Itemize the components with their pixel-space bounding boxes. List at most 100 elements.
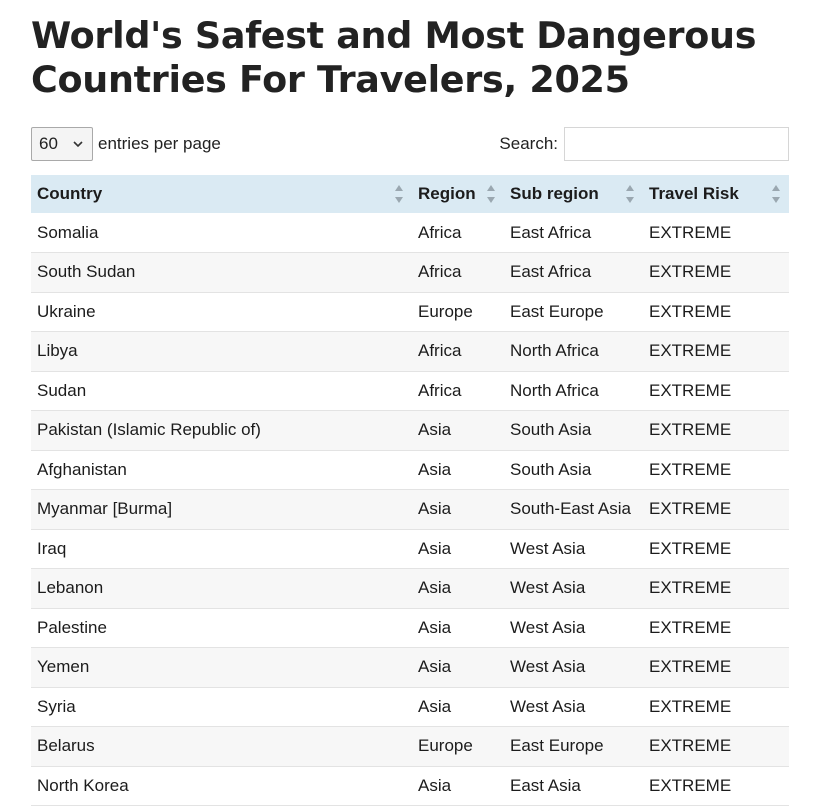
sub-region-cell: West Asia [510,696,586,716]
column-header-sub-region[interactable]: Sub region [504,175,643,213]
entries-per-page-label: entries per page [98,134,221,153]
travel-risk-cell: EXTREME [649,696,732,716]
table-row: Lebanon Asia West Asia EXTREME [31,568,789,608]
region-cell: Asia [418,617,452,637]
sub-region-cell: West Asia [510,657,586,677]
travel-risk-cell: EXTREME [649,657,732,677]
region-cell: Africa [418,262,462,282]
entries-per-page-value: 60 [39,134,58,153]
sub-region-cell: East Europe [510,301,604,321]
sub-region-cell: West Asia [510,617,586,637]
country-cell: North Korea [37,775,129,795]
country-cell: Ukraine [37,301,96,321]
travel-risk-cell: EXTREME [649,301,732,321]
travel-risk-cell: EXTREME [649,459,732,479]
country-cell: Pakistan (Islamic Republic of) [37,420,261,440]
table-row: Pakistan (Islamic Republic of) Asia South … [31,410,789,450]
column-header-region[interactable]: Region [412,175,504,213]
region-cell: Asia [418,459,452,479]
travel-risk-cell: EXTREME [649,380,732,400]
travel-risk-cell: EXTREME [649,617,732,637]
entries-per-page-select[interactable]: 60 [31,127,93,161]
travel-risk-cell: EXTREME [649,775,732,795]
table-row: South Sudan Africa East Africa EXTREME [31,252,789,292]
travel-risk-cell: EXTREME [649,222,732,242]
sort-icon [772,185,780,203]
country-cell: Myanmar [Burma] [37,499,173,519]
sort-icon [487,185,495,203]
country-cell: Afghanistan [37,459,127,479]
table-row: Ukraine Europe East Europe EXTREME [31,292,789,332]
table-controls: 60 entries per page Search: [31,126,789,162]
region-cell: Africa [418,380,462,400]
country-cell: Belarus [37,736,95,756]
region-cell: Europe [418,736,473,756]
column-header-label: Travel Risk [649,184,739,203]
table-row: Somalia Africa East Africa EXTREME [31,213,789,253]
sub-region-cell: East Asia [510,775,581,795]
sub-region-cell: West Asia [510,578,586,598]
column-header-label: Country [37,184,103,203]
country-cell: Yemen [37,657,90,677]
travel-risk-cell: EXTREME [649,538,732,558]
page-title-line-2: Countries For Travelers, 2025 [31,58,630,101]
table-header: Country Region Sub region [31,175,789,213]
entries-per-page-control: 60 entries per page [31,126,221,162]
table-row: Belarus Europe East Europe EXTREME [31,726,789,766]
table-row: North Korea Asia East Asia EXTREME [31,766,789,806]
region-cell: Asia [418,775,452,795]
travel-risk-cell: EXTREME [649,420,732,440]
sub-region-cell: North Africa [510,341,599,361]
travel-risk-cell: EXTREME [649,736,732,756]
sub-region-cell: South Asia [510,459,592,479]
table-row: Libya Africa North Africa EXTREME [31,331,789,371]
sub-region-cell: East Europe [510,736,604,756]
sort-icon [395,185,403,203]
sub-region-cell: West Asia [510,538,586,558]
country-cell: South Sudan [37,262,136,282]
table-row: Palestine Asia West Asia EXTREME [31,608,789,648]
page-title-line-1: World's Safest and Most Dangerous [31,14,757,57]
column-header-label: Region [418,184,476,203]
sub-region-cell: North Africa [510,380,599,400]
table-row: Syria Asia West Asia EXTREME [31,687,789,727]
table-row: Afghanistan Asia South Asia EXTREME [31,450,789,490]
region-cell: Asia [418,499,452,519]
country-cell: Libya [37,341,78,361]
region-cell: Africa [418,341,462,361]
table-row: Myanmar [Burma] Asia South-East Asia EXTREM… [31,489,789,529]
region-cell: Asia [418,578,452,598]
sub-region-cell: East Africa [510,222,592,242]
region-cell: Africa [418,222,462,242]
sub-region-cell: South Asia [510,420,592,440]
country-cell: Iraq [37,538,67,558]
region-cell: Asia [418,538,452,558]
chevron-down-icon [73,141,83,148]
search-label: Search: [499,134,558,153]
region-cell: Asia [418,420,452,440]
search-input[interactable] [564,127,789,161]
sort-icon [626,185,634,203]
table-header-row: Country Region Sub region [31,175,789,213]
travel-risk-cell: EXTREME [649,262,732,282]
travel-risk-cell: EXTREME [649,341,732,361]
region-cell: Asia [418,696,452,716]
table-row: Sudan Africa North Africa EXTREME [31,371,789,411]
travel-risk-cell: EXTREME [649,578,732,598]
region-cell: Europe [418,301,473,321]
table-row: Yemen Asia West Asia EXTREME [31,647,789,687]
sub-region-cell: East Africa [510,262,592,282]
countries-table: Country Region Sub region [31,175,789,806]
sub-region-cell: South-East Asia [510,499,631,519]
search-control: Search: [499,126,789,162]
country-cell: Sudan [37,380,87,400]
table-row: Iraq Asia West Asia EXTREME [31,529,789,569]
page-title: World's Safest and Most Dangerous Countr… [31,14,791,102]
country-cell: Syria [37,696,76,716]
region-cell: Asia [418,657,452,677]
country-cell: Palestine [37,617,107,637]
column-header-travel-risk[interactable]: Travel Risk [643,175,789,213]
column-header-label: Sub region [510,184,599,203]
column-header-country[interactable]: Country [31,175,412,213]
